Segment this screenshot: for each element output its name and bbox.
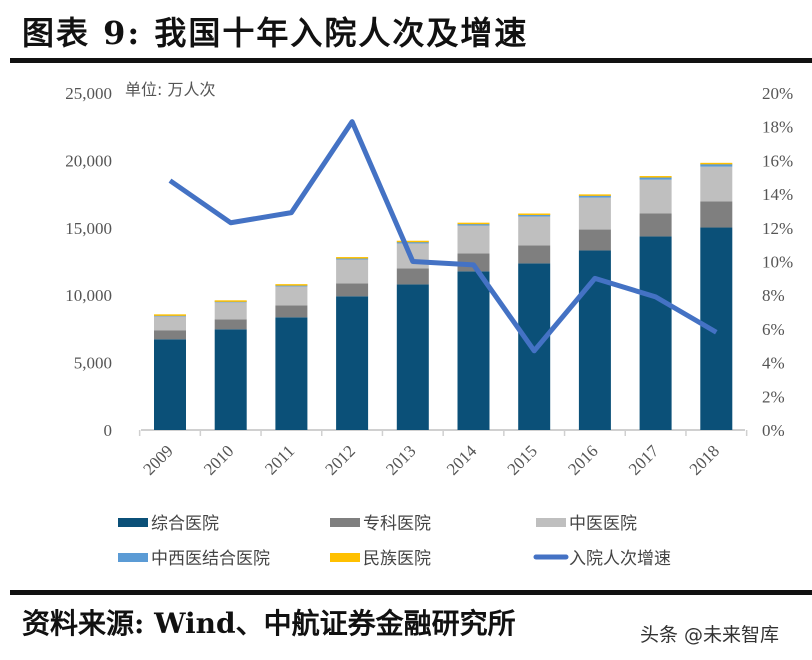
bar-segment-中西医结合医院-2013 <box>396 241 429 244</box>
y-left-tick-label: 10,000 <box>65 286 112 305</box>
bar-segment-中西医结合医院-2015 <box>518 214 551 217</box>
bar-segment-综合医院-2012 <box>336 296 369 430</box>
bar-segment-专科医院-2013 <box>396 268 429 285</box>
bar-segment-中西医结合医院-2018 <box>700 163 733 167</box>
bar-segment-民族医院-2015 <box>518 213 551 216</box>
bar-segment-中西医结合医院-2017 <box>639 177 672 180</box>
legend-swatch <box>118 518 148 527</box>
bar-segment-民族医院-2009 <box>154 314 186 316</box>
x-tick-label: 2012 <box>321 441 358 478</box>
legend-label: 综合医院 <box>151 514 219 534</box>
y-right-tick-label: 10% <box>762 253 793 272</box>
bar-segment-民族医院-2011 <box>275 284 308 286</box>
legend-label: 中西医结合医院 <box>151 549 270 569</box>
bar-segment-中医医院-2017 <box>639 179 672 214</box>
bar-segment-民族医院-2013 <box>396 240 429 243</box>
bar-segment-中医医院-2014 <box>457 225 490 254</box>
bar-segment-中西医结合医院-2016 <box>578 195 611 198</box>
y-left-tick-label: 15,000 <box>65 219 112 238</box>
bar-segment-中医医院-2018 <box>700 166 733 202</box>
y-right-tick-label: 8% <box>762 286 785 305</box>
y-right-tick-label: 20% <box>762 84 793 103</box>
bar-segment-综合医院-2011 <box>275 317 308 430</box>
title-divider <box>10 58 812 63</box>
bar-segment-中医医院-2011 <box>275 286 308 306</box>
chart-title: 图表 9: 我国十年入院人次及增速 <box>22 14 529 52</box>
source-divider <box>10 590 812 595</box>
bar-segment-专科医院-2012 <box>336 283 369 297</box>
x-tick-label: 2009 <box>139 441 176 478</box>
x-tick-label: 2010 <box>200 441 237 478</box>
bar-segment-中医医院-2015 <box>518 216 551 246</box>
y-right-tick-label: 0% <box>762 421 785 440</box>
bar-segment-民族医院-2016 <box>578 194 611 196</box>
bar-segment-中医医院-2010 <box>214 302 247 320</box>
bar-segment-综合医院-2014 <box>457 271 490 430</box>
bar-segment-专科医院-2009 <box>154 330 186 340</box>
unit-label: 单位: 万人次 <box>125 80 215 99</box>
y-left-tick-label: 20,000 <box>65 151 112 170</box>
bar-segment-专科医院-2010 <box>214 319 247 330</box>
watermark: 头条 @未来智库 <box>640 624 780 646</box>
y-left-tick-label: 0 <box>104 421 113 440</box>
y-right-tick-label: 16% <box>762 151 793 170</box>
legend-label: 民族医院 <box>363 549 431 569</box>
bar-segment-专科医院-2018 <box>700 201 733 228</box>
legend-swatch <box>536 518 566 527</box>
y-right-tick-label: 2% <box>762 387 785 406</box>
bar-segment-民族医院-2017 <box>639 176 672 178</box>
bar-segment-专科医院-2017 <box>639 213 672 237</box>
bar-segment-中医医院-2016 <box>578 197 611 230</box>
x-tick-label: 2018 <box>686 441 723 478</box>
y-right-tick-label: 18% <box>762 118 793 137</box>
legend-label: 中医医院 <box>569 514 637 534</box>
bar-segment-专科医院-2011 <box>275 305 308 318</box>
y-right-tick-label: 6% <box>762 320 785 339</box>
legend-label: 专科医院 <box>363 514 431 534</box>
legend-label: 入院人次增速 <box>569 549 671 569</box>
bar-segment-民族医院-2014 <box>457 222 490 225</box>
bar-segment-中医医院-2009 <box>154 316 186 331</box>
bar-segment-综合医院-2018 <box>700 227 733 430</box>
bar-segment-综合医院-2009 <box>154 339 186 430</box>
bar-segment-中西医结合医院-2014 <box>457 223 490 226</box>
growth-line <box>168 119 718 354</box>
legend-swatch <box>330 553 360 562</box>
y-right-tick-label: 4% <box>762 354 785 373</box>
x-tick-label: 2015 <box>504 441 541 478</box>
y-right-tick-label: 12% <box>762 219 793 238</box>
y-right-tick-label: 14% <box>762 185 793 204</box>
legend-swatch <box>330 518 360 527</box>
y-left-tick-label: 5,000 <box>74 354 112 373</box>
x-tick-label: 2017 <box>625 441 663 479</box>
x-tick-label: 2013 <box>382 441 419 478</box>
bar-segment-民族医院-2018 <box>700 162 733 165</box>
source-note: 资料来源: Wind、中航证券金融研究所 <box>22 607 516 640</box>
legend-swatch <box>118 553 148 562</box>
bar-segment-中医医院-2012 <box>336 259 369 284</box>
bar-segment-综合医院-2017 <box>639 236 672 430</box>
bar-segment-民族医院-2012 <box>336 257 369 259</box>
bar-segment-民族医院-2010 <box>214 300 247 302</box>
bar-segment-中西医结合医院-2012 <box>336 257 369 260</box>
x-tick-label: 2014 <box>443 441 481 479</box>
x-tick-label: 2016 <box>564 441 601 478</box>
x-tick-label: 2011 <box>261 441 298 478</box>
bar-segment-综合医院-2013 <box>396 284 429 430</box>
y-left-tick-label: 25,000 <box>65 84 112 103</box>
bar-segment-综合医院-2010 <box>214 329 247 430</box>
bar-segment-专科医院-2016 <box>578 229 611 251</box>
bar-segment-专科医院-2015 <box>518 245 551 264</box>
